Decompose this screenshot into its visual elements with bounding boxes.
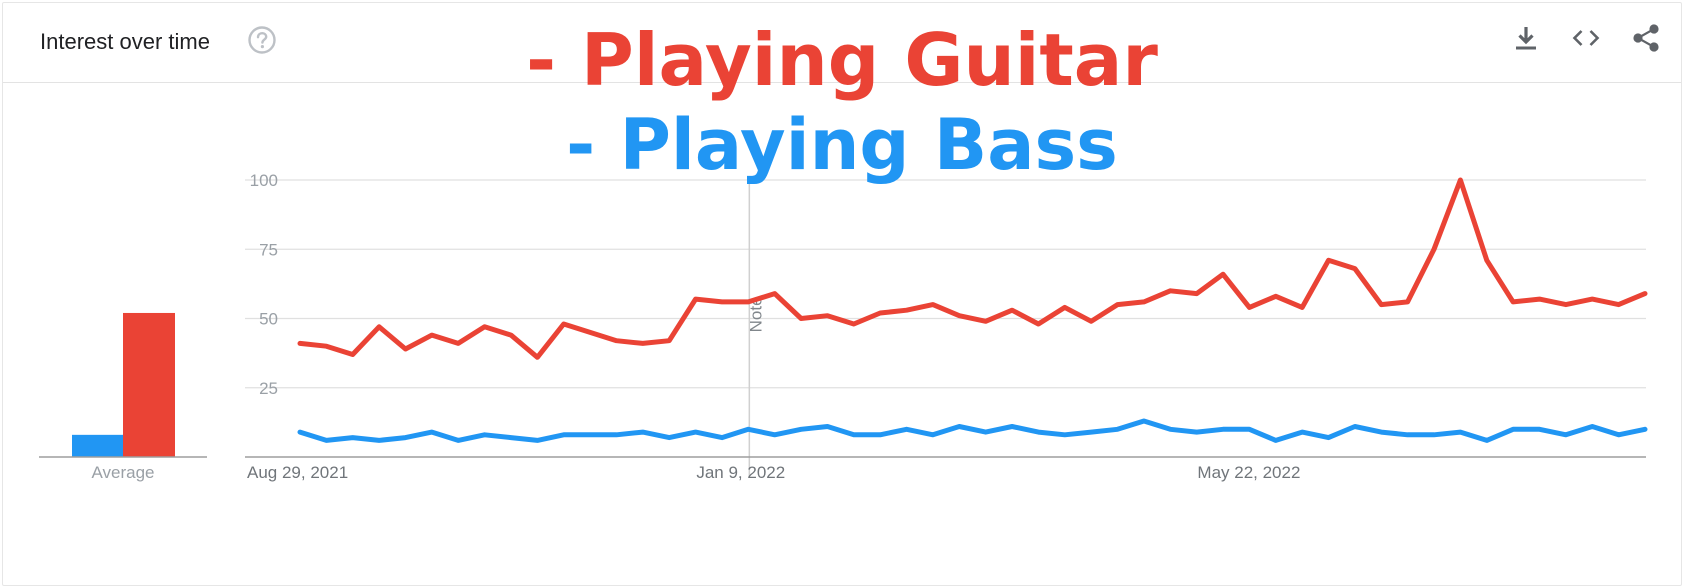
help-circle-icon[interactable] [247, 25, 277, 55]
download-icon[interactable] [1510, 22, 1542, 54]
code-icon[interactable] [1570, 22, 1602, 54]
card-title: Interest over time [40, 29, 210, 54]
card-header: Interest over time [3, 3, 1681, 83]
bass-overlay-text: - Playing Bass [566, 104, 1118, 186]
guitar-overlay-text: - Playing Guitar [526, 18, 1158, 102]
share-icon[interactable] [1630, 22, 1662, 54]
